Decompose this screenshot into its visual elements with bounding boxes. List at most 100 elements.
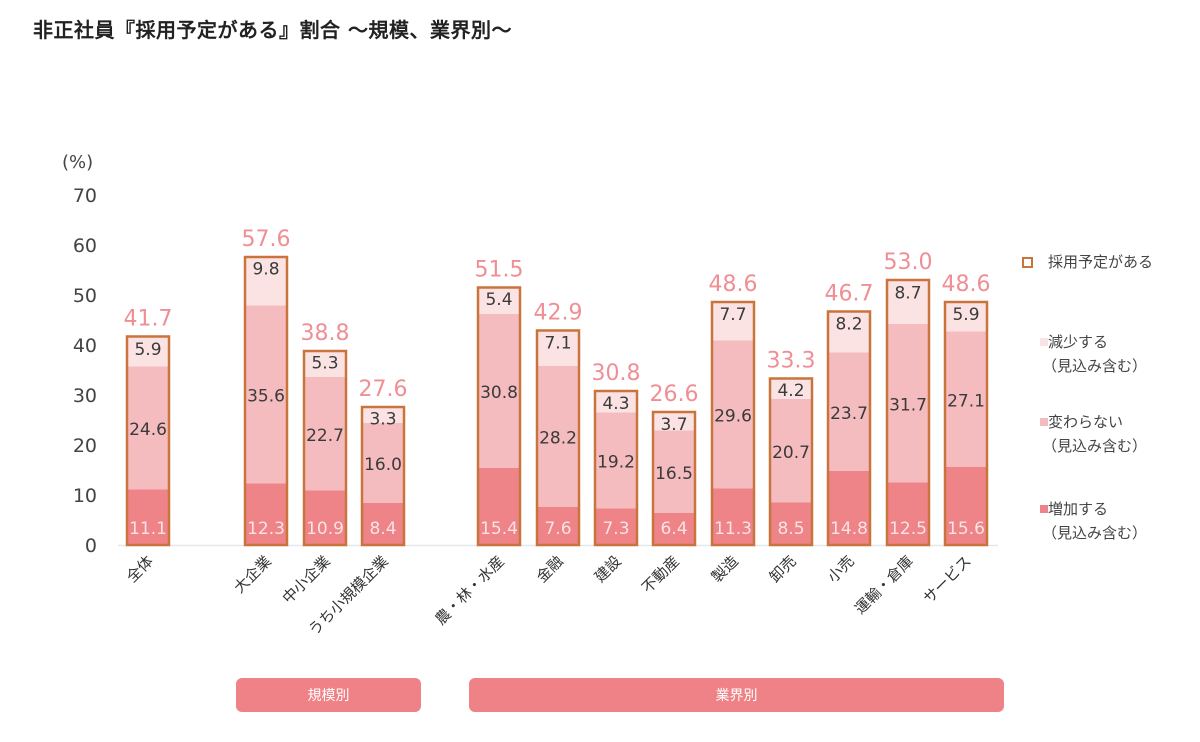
y-tick-label: 10 (73, 485, 97, 507)
bar-segment-increase (303, 490, 347, 545)
segment-value-label-increase: 11.3 (714, 519, 752, 539)
bar-total-outline (593, 389, 639, 547)
total-value-label: 41.7 (124, 307, 173, 332)
x-category-label: 農・林・水産 (431, 552, 507, 628)
x-category-label: サービス (920, 552, 975, 607)
bar-segment-increase (944, 467, 988, 545)
x-category-label: 大企業 (230, 552, 275, 597)
segment-value-label-unchanged: 28.2 (539, 429, 577, 449)
y-tick-label: 0 (85, 535, 97, 557)
segment-value-label-decrease: 5.4 (485, 290, 512, 310)
bar-segment-decrease (827, 311, 871, 353)
bar-segment-increase (244, 483, 288, 545)
legend-label-line: 減少する (1048, 333, 1109, 351)
x-category-label: 全体 (123, 552, 157, 586)
segment-value-label-unchanged: 16.5 (655, 464, 693, 484)
segment-value-label-increase: 7.3 (602, 519, 629, 539)
bar-segment-decrease (303, 350, 347, 377)
group-band-1: 業界別 (469, 678, 1004, 712)
legend-label-line: （見込み含む） (1042, 437, 1148, 455)
bar-segment-increase (536, 507, 580, 545)
bar-total-outline (885, 278, 931, 547)
bar-segment-decrease (594, 391, 638, 413)
x-category-label: 小売 (824, 552, 858, 586)
legend-label-line: 採用予定がある (1048, 253, 1154, 271)
bar-total-outline (768, 377, 814, 547)
total-value-label: 57.6 (242, 227, 291, 252)
segment-value-label-unchanged: 19.2 (597, 453, 635, 473)
x-category-label: 運輸・倉庫 (851, 552, 917, 618)
bar-segment-increase (652, 513, 696, 545)
segment-value-label-unchanged: 31.7 (889, 395, 927, 415)
segment-value-label-unchanged: 20.7 (772, 443, 810, 463)
chart-title: 非正社員『採用予定がある』割合 〜規模、業界別〜 (33, 18, 512, 42)
segment-value-label-increase: 8.5 (777, 519, 804, 539)
segment-value-label-increase: 12.5 (889, 519, 927, 539)
bar-segment-unchanged (652, 430, 696, 513)
segment-value-label-decrease: 4.2 (777, 381, 804, 401)
legend-label: 採用予定がある (1048, 250, 1153, 274)
segment-value-label-unchanged: 23.7 (830, 404, 868, 424)
total-value-label: 53.0 (884, 250, 933, 275)
segment-value-label-unchanged: 27.1 (947, 391, 985, 411)
bar-total-outline (651, 410, 697, 547)
y-tick-label: 60 (73, 235, 97, 257)
bar-total-outline (125, 335, 171, 547)
y-tick-label: 20 (73, 435, 97, 457)
segment-value-label-unchanged: 24.6 (129, 420, 167, 440)
segment-value-label-decrease: 3.7 (660, 415, 687, 435)
total-value-label: 38.8 (301, 321, 350, 346)
legend-label: 減少する （見込み含む） (1042, 330, 1147, 378)
bar-total-outline (302, 349, 348, 547)
bar-total-outline (476, 286, 522, 547)
segment-value-label-increase: 7.6 (544, 519, 571, 539)
bar-segment-unchanged (244, 305, 288, 484)
bar-segment-decrease (886, 280, 930, 324)
legend-label-line: （見込み含む） (1042, 524, 1148, 542)
bar-total-outline (710, 300, 756, 547)
legend-swatch-total (1022, 257, 1033, 268)
bar-segment-unchanged (594, 412, 638, 509)
x-category-label: 建設 (591, 552, 625, 586)
legend-swatch-decrease (1040, 338, 1048, 346)
total-value-label: 33.3 (767, 349, 816, 374)
segment-value-label-decrease: 8.7 (894, 284, 921, 304)
bar-segment-decrease (536, 330, 580, 366)
bar-segment-unchanged (769, 399, 813, 503)
bar-segment-increase (477, 468, 521, 545)
segment-value-label-increase: 8.4 (369, 519, 396, 539)
segment-value-label-unchanged: 22.7 (306, 426, 344, 446)
segment-value-label-increase: 12.3 (247, 519, 285, 539)
segment-value-label-decrease: 5.9 (134, 340, 161, 360)
total-value-label: 27.6 (359, 377, 408, 402)
x-category-label: 卸売 (766, 552, 800, 586)
bar-segment-decrease (477, 287, 521, 314)
bar-segment-unchanged (361, 423, 405, 503)
segment-value-label-increase: 15.6 (947, 519, 985, 539)
bar-segment-unchanged (944, 331, 988, 467)
bar-segment-increase (886, 482, 930, 545)
total-value-label: 48.6 (709, 272, 758, 297)
legend-label: 変わらない （見込み含む） (1042, 410, 1147, 458)
segment-value-label-decrease: 5.3 (311, 354, 338, 374)
bar-segment-decrease (769, 378, 813, 399)
segment-value-label-unchanged: 29.6 (714, 407, 752, 427)
bar-segment-unchanged (827, 352, 871, 471)
total-value-label: 42.9 (534, 301, 583, 326)
segment-value-label-unchanged: 30.8 (480, 383, 518, 403)
total-value-label: 26.6 (650, 382, 699, 407)
x-category-label: 不動産 (638, 552, 683, 597)
group-band-label: 規模別 (307, 688, 350, 704)
legend-swatch-increase (1040, 505, 1048, 513)
bar-segment-unchanged (886, 324, 930, 483)
bar-segment-decrease (711, 302, 755, 341)
segment-value-label-increase: 15.4 (480, 519, 518, 539)
bar-total-outline (243, 255, 289, 547)
bar-segment-unchanged (477, 314, 521, 468)
x-category-label: 金融 (533, 552, 567, 586)
segment-value-label-unchanged: 35.6 (247, 387, 285, 407)
segment-value-label-increase: 14.8 (830, 519, 868, 539)
y-tick-label: 40 (73, 335, 97, 357)
segment-value-label-decrease: 8.2 (835, 315, 862, 335)
bar-total-outline (826, 310, 872, 547)
